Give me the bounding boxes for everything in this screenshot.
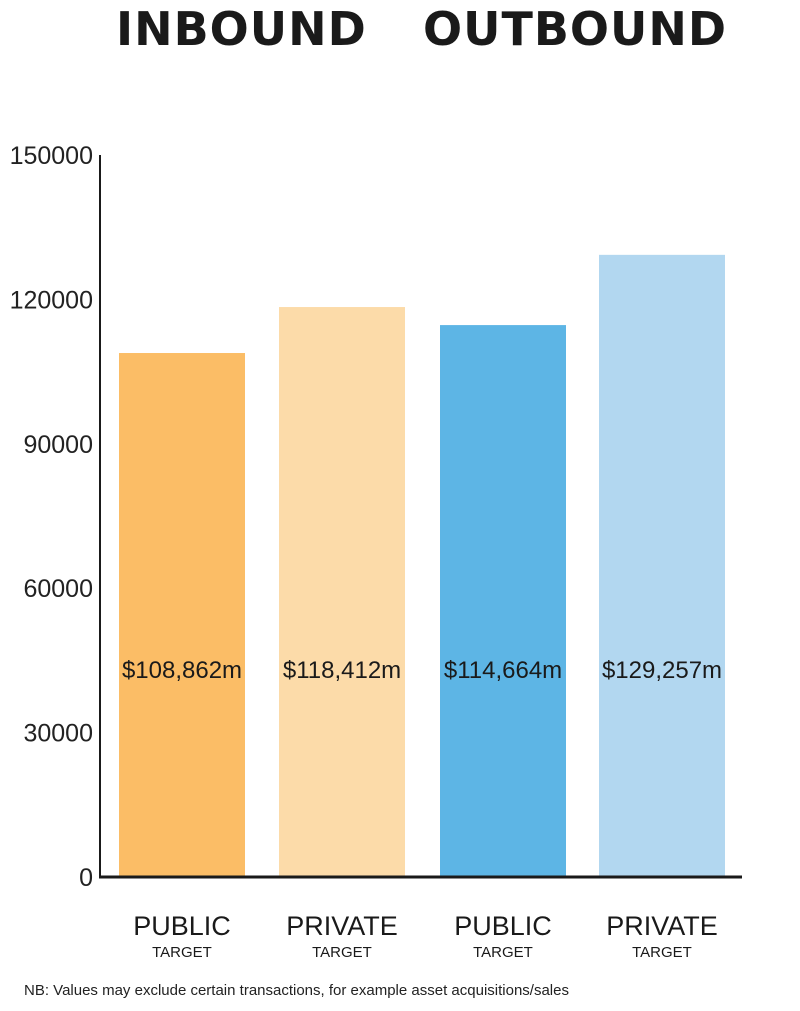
data-label: $118,412m [283,657,401,684]
category-sublabel: TARGET [473,944,533,961]
y-tick-label: 0 [79,864,93,892]
category-sublabel: TARGET [312,944,372,961]
footnote: NB: Values may exclude certain transacti… [24,982,569,999]
bar-outbound-private [599,254,725,878]
category-label: PUBLIC [133,911,231,941]
inbound-header: INBOUND [116,2,367,56]
y-tick-label: 90000 [23,431,93,459]
y-tick-label: 30000 [23,720,93,748]
category-label: PRIVATE [606,911,718,941]
y-tick-label: 60000 [23,575,93,603]
bar-inbound-public [119,353,245,878]
data-label: $114,664m [444,657,562,684]
category-sublabel: TARGET [152,944,212,961]
y-tick-label: 120000 [10,286,93,314]
y-tick-label: 150000 [10,142,93,170]
category-sublabel: TARGET [632,944,692,961]
outbound-header: OUTBOUND [423,2,728,56]
category-label: PUBLIC [454,911,552,941]
bar-inbound-private [279,307,405,877]
data-label: $108,862m [122,657,242,684]
bar-outbound-public [440,325,566,877]
data-label: $129,257m [602,657,722,684]
category-label: PRIVATE [286,911,398,941]
